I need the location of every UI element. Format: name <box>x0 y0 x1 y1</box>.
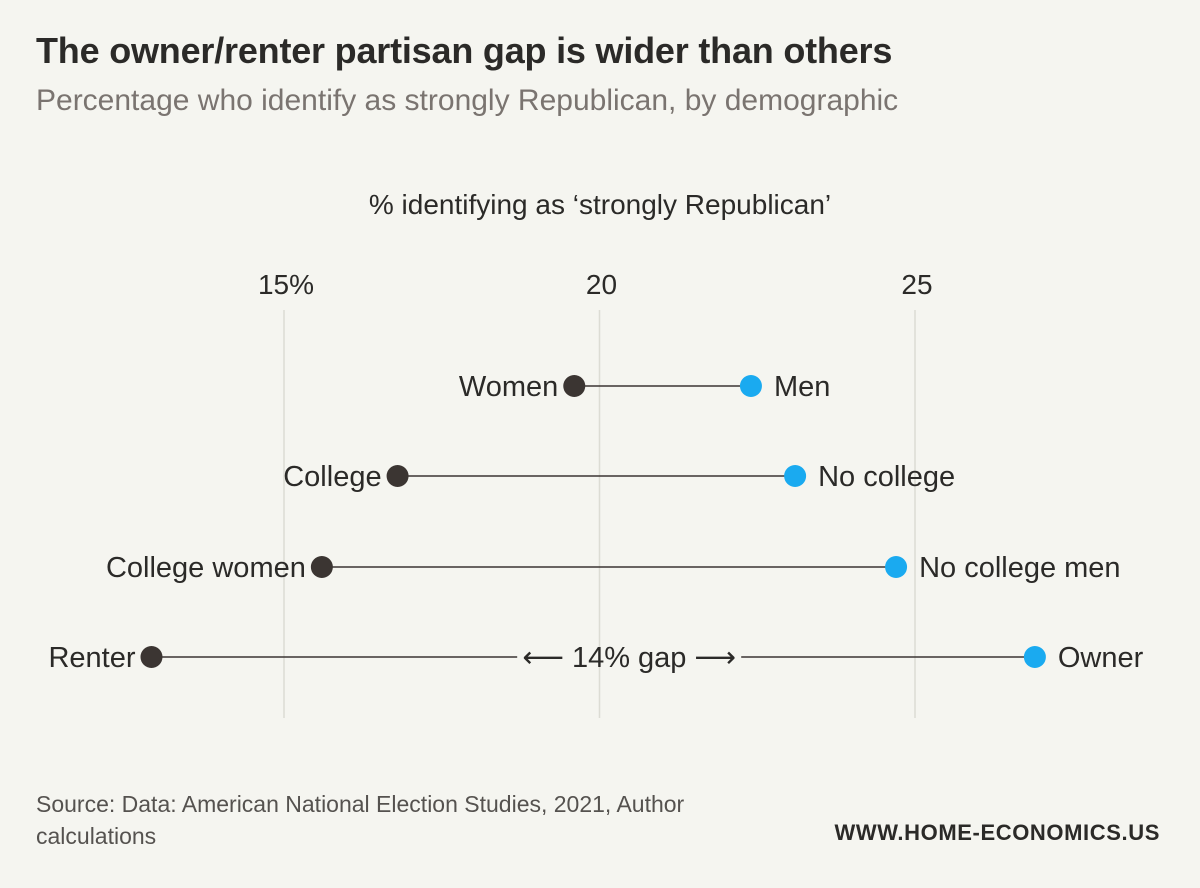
grid-lines <box>283 310 916 718</box>
source-note: Source: Data: American National Election… <box>36 791 685 849</box>
website-url: WWW.HOME-ECONOMICS.US <box>834 820 1160 845</box>
high-point <box>739 375 762 397</box>
dumbbell-row: Women Men <box>459 371 830 403</box>
dumbbell-row: College women No college men <box>106 552 1121 584</box>
low-label: College women <box>106 552 306 584</box>
low-point <box>140 646 163 668</box>
x-axis-label: % identifying as ‘strongly Republican’ <box>369 189 831 220</box>
x-tick-label: 25 <box>901 269 932 300</box>
chart-title: The owner/renter partisan gap is wider t… <box>36 30 893 71</box>
high-point <box>885 556 908 578</box>
dumbbell-row: College No college <box>283 461 955 493</box>
low-label: Renter <box>48 642 135 674</box>
gap-annotation: ⟵ 14% gap ⟶ <box>522 642 736 674</box>
dumbbell-rows: Women Men College No college College women No… <box>48 371 1143 674</box>
x-tick-label: 15% <box>258 269 314 300</box>
dumbbell-row: ⟵ 14% gap ⟶ Renter Owner <box>48 642 1143 674</box>
low-label: Women <box>459 371 558 403</box>
high-label: No college <box>818 461 955 493</box>
low-point <box>310 556 333 578</box>
high-point <box>784 465 807 487</box>
high-point <box>1023 646 1046 668</box>
low-point <box>386 465 409 487</box>
low-label: College <box>283 461 381 493</box>
high-label: Men <box>774 371 830 403</box>
high-label: Owner <box>1058 642 1144 674</box>
high-label: No college men <box>919 552 1121 584</box>
low-point <box>563 375 586 397</box>
x-tick-label: 20 <box>586 269 617 300</box>
chart-subtitle: Percentage who identify as strongly Repu… <box>36 84 899 117</box>
x-tick-labels: 15% 20 25 <box>258 269 933 300</box>
